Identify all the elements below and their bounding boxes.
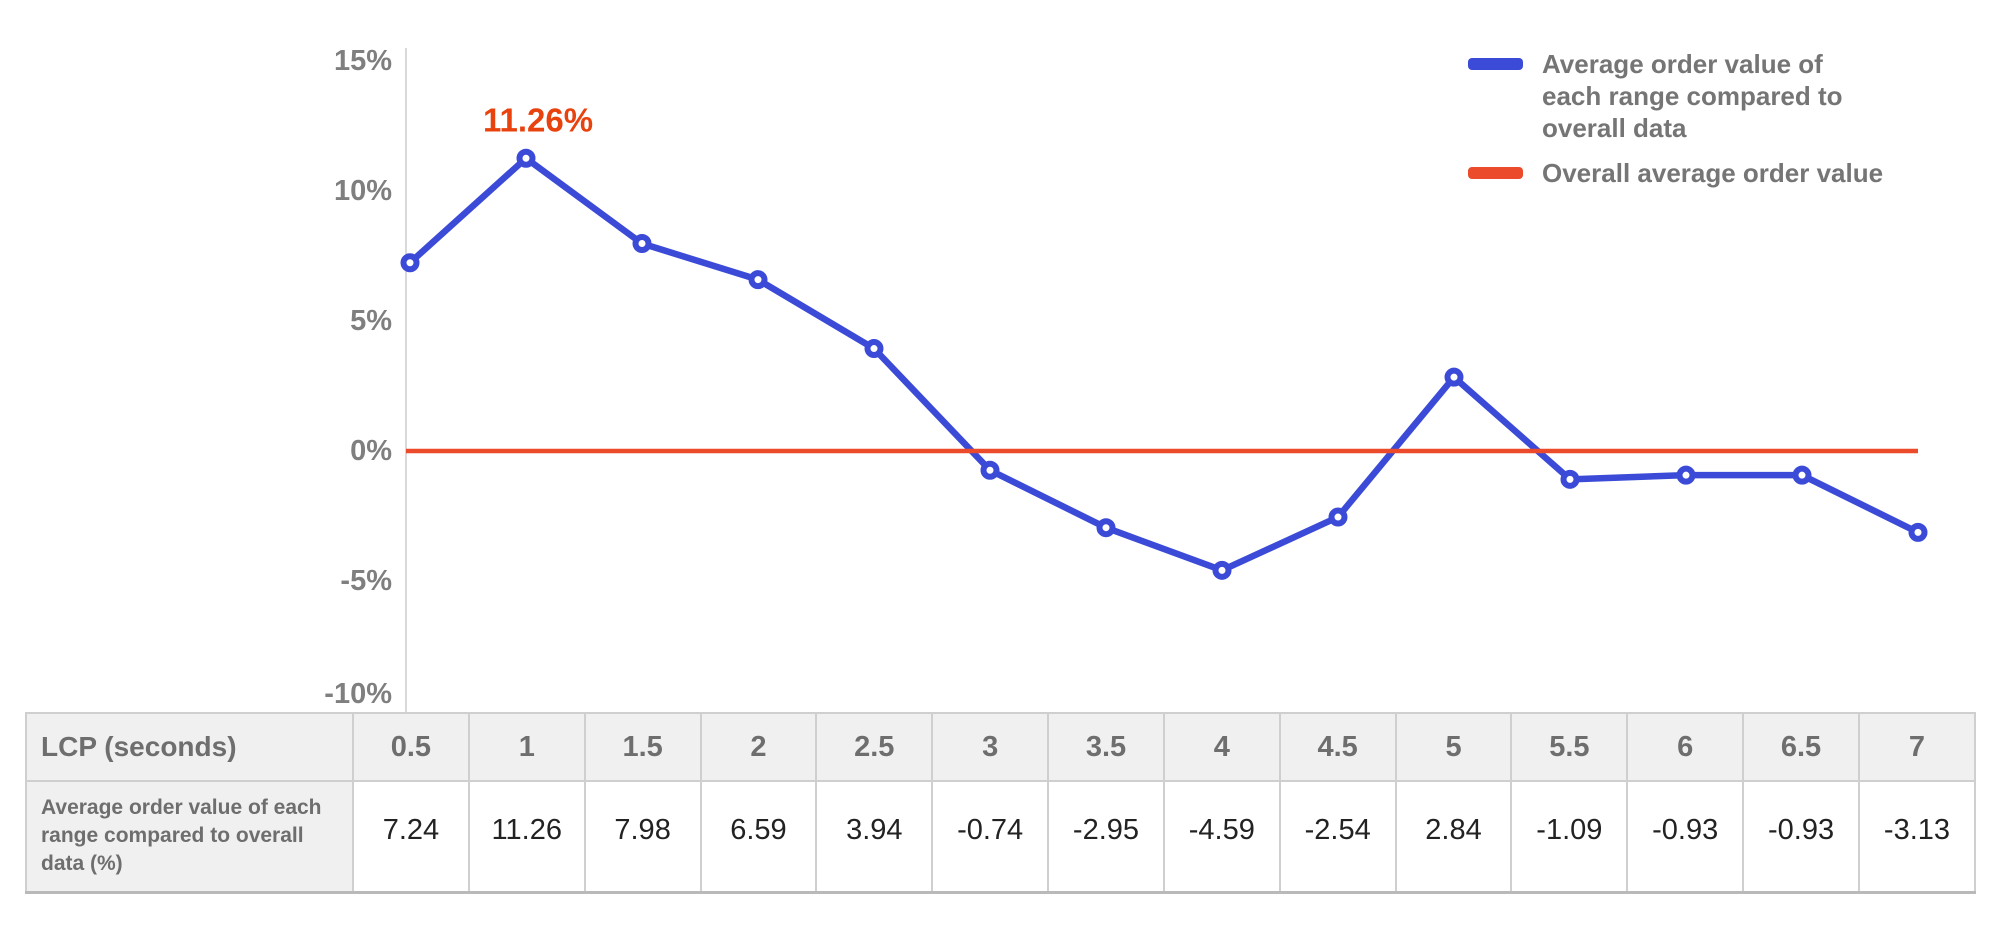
baseline-swatch-icon (1468, 167, 1523, 179)
col-header-1.5: 1.5 (583, 712, 702, 782)
value-cell-5: 2.84 (1394, 780, 1513, 893)
data-point-marker (1792, 465, 1812, 485)
col-header-2: 2 (699, 712, 818, 782)
data-point-marker (1560, 469, 1580, 489)
value-cell-4: -4.59 (1162, 780, 1281, 893)
value-cell-3: -0.74 (931, 780, 1050, 893)
value-cell-6: -0.93 (1626, 780, 1745, 893)
col-header-4.5: 4.5 (1278, 712, 1397, 782)
value-cell-4.5: -2.54 (1278, 780, 1397, 893)
data-table: LCP (seconds) 0.5 1 1.5 2 2.5 3 3.5 4 4.5 5 5.5 6 6.… (25, 712, 1977, 894)
data-point-marker (1212, 560, 1232, 580)
value-cell-5.5: -1.09 (1510, 780, 1629, 893)
table-value-row: Average order value of each range compar… (25, 780, 1977, 893)
series-label-cell: Average order value of each range compar… (25, 780, 354, 893)
data-point-marker (980, 460, 1000, 480)
col-header-4: 4 (1162, 712, 1281, 782)
col-header-1: 1 (467, 712, 586, 782)
value-cell-2.5: 3.94 (815, 780, 934, 893)
y-axis-tick-label: 10% (334, 175, 392, 207)
table-header-row: LCP (seconds) 0.5 1 1.5 2 2.5 3 3.5 4 4.5 5 5.5 6 6.… (25, 712, 1977, 782)
value-cell-3.5: -2.95 (1047, 780, 1165, 893)
col-header-7: 7 (1857, 712, 1977, 782)
col-header-3: 3 (931, 712, 1050, 782)
col-header-5.5: 5.5 (1510, 712, 1629, 782)
x-axis-title-cell: LCP (seconds) (25, 712, 354, 782)
legend-item-baseline: Overall average order value (1468, 157, 1888, 189)
y-axis-tick-label: 0% (350, 435, 392, 467)
data-point-marker (1908, 522, 1928, 542)
value-cell-1: 11.26 (467, 780, 586, 893)
value-cell-6.5: -0.93 (1742, 780, 1860, 893)
data-point-marker (1676, 465, 1696, 485)
col-header-3.5: 3.5 (1047, 712, 1165, 782)
col-header-0.5: 0.5 (352, 712, 470, 782)
legend-label-series: Average order value of each range compar… (1542, 49, 1843, 143)
y-axis-tick-label: 15% (334, 45, 392, 77)
col-header-2.5: 2.5 (815, 712, 934, 782)
peak-value-annotation: 11.26% (483, 102, 593, 139)
value-cell-2: 6.59 (699, 780, 818, 893)
line-chart: 15% 10% 5% 0% -5% -10% 11.26% (324, 45, 1928, 713)
value-cell-1.5: 7.98 (583, 780, 702, 893)
legend: Average order value of each range compar… (1468, 48, 1888, 189)
value-cell-7: -3.13 (1857, 780, 1977, 893)
value-cell-0.5: 7.24 (352, 780, 470, 893)
col-header-5: 5 (1394, 712, 1513, 782)
data-point-marker (400, 253, 420, 273)
data-point-marker (1328, 507, 1348, 527)
col-header-6.5: 6.5 (1742, 712, 1860, 782)
data-point-marker (864, 339, 884, 359)
data-point-marker (1096, 518, 1116, 538)
series-line (406, 154, 1922, 574)
y-axis-tick-label: -10% (324, 678, 392, 710)
y-axis-tick-label: 5% (350, 305, 392, 337)
y-axis-tick-label: -5% (340, 565, 392, 597)
data-point-marker (632, 234, 652, 254)
col-header-6: 6 (1626, 712, 1745, 782)
data-point-marker (748, 270, 768, 290)
data-point-marker (1444, 367, 1464, 387)
series-swatch-icon (1468, 58, 1523, 70)
data-point-marker (516, 148, 536, 168)
legend-label-baseline: Overall average order value (1542, 158, 1884, 188)
legend-item-series: Average order value of each range compar… (1468, 48, 1888, 144)
